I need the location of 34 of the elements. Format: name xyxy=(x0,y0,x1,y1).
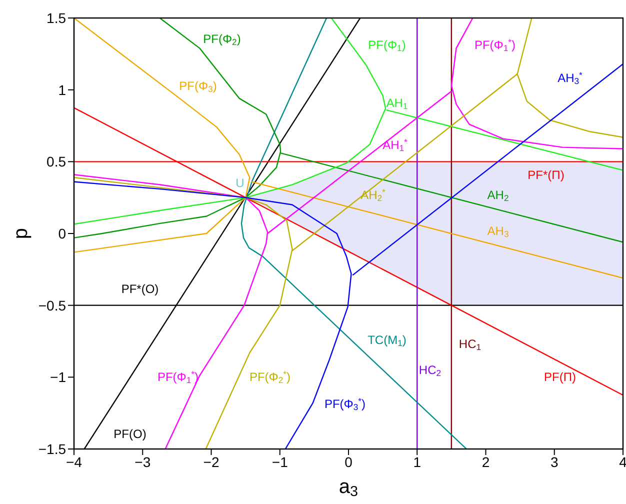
y-tick-label: −1.5 xyxy=(38,440,66,457)
series-label: PF(Φ$_{2}$) xyxy=(203,32,241,47)
y-tick-label: 1.5 xyxy=(46,10,66,26)
series-label: AH$_{2}$ xyxy=(487,188,509,203)
x-axis-title: a$_{3}$ xyxy=(338,476,358,500)
y-tick-label: 0 xyxy=(58,225,66,242)
y-tick-label: −0.5 xyxy=(38,297,66,314)
series-label: PF(Π) xyxy=(544,370,576,384)
series-label: PF(Φ$_{1}$$^{*}$) xyxy=(474,36,516,53)
series-label: PF(Φ$_{3}$$^{*}$) xyxy=(324,396,366,412)
x-tick-label: 3 xyxy=(550,454,558,470)
y-tick-label: 0.5 xyxy=(46,154,66,170)
series-label: AH$_{1}$ xyxy=(386,96,408,111)
series-label: AH$_{3}$ xyxy=(487,224,509,239)
annotation: U xyxy=(236,176,244,190)
x-tick-label: −1 xyxy=(272,454,288,470)
series-label: PF(Φ$_{1}$) xyxy=(368,38,406,53)
x-tick-label: −2 xyxy=(203,454,220,470)
x-tick-label: 2 xyxy=(482,454,490,470)
x-tick-label: −3 xyxy=(134,454,151,470)
y-axis-title: p xyxy=(10,228,32,240)
x-tick-label: 1 xyxy=(413,454,422,470)
series-label: PF*(O) xyxy=(121,282,159,296)
y-tick-label: −1 xyxy=(50,369,66,386)
series-label: HC$_{1}$ xyxy=(458,337,482,352)
x-tick-label: −4 xyxy=(66,454,82,470)
series-label: PF(Φ$_{2}$$^{*}$) xyxy=(249,368,291,385)
series-label: HC$_{2}$ xyxy=(418,363,442,378)
y-tick-label: 1 xyxy=(58,82,66,98)
series-label: PF*(Π) xyxy=(528,168,564,182)
series-label: PF(O) xyxy=(114,427,146,442)
x-tick-label: 0 xyxy=(344,454,353,470)
series-label: TC(M$_{1}$) xyxy=(368,333,406,348)
series-label: PF(Φ$_{3}$) xyxy=(179,79,217,94)
